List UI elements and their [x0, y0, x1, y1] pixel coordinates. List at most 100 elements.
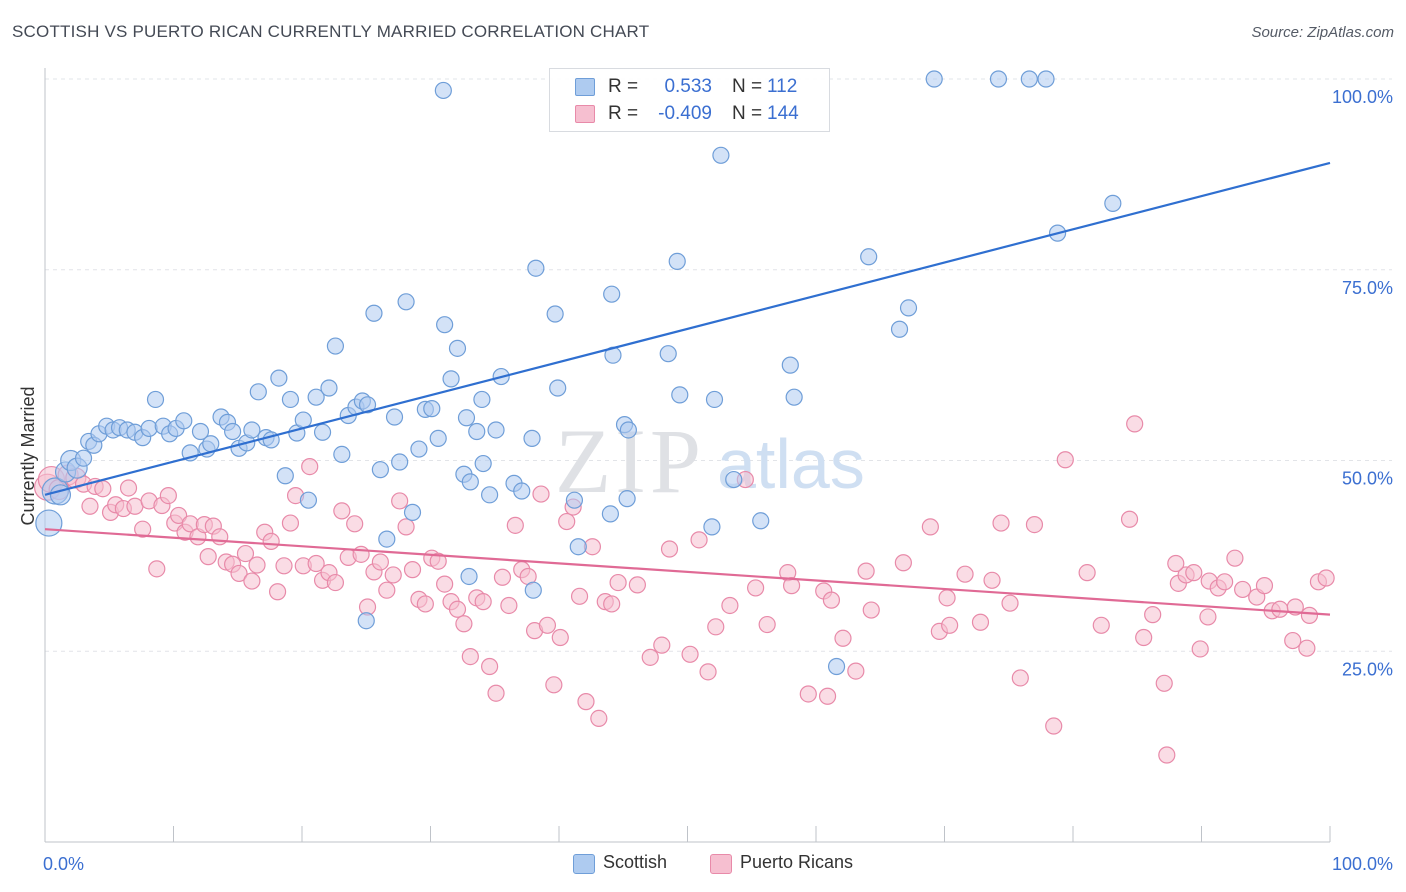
x-tick-label-min: 0.0%	[43, 854, 84, 874]
scottish-point	[1104, 194, 1122, 212]
scottish-point	[307, 388, 325, 406]
puerto-ricans-point	[436, 575, 454, 593]
scottish-point	[781, 356, 799, 374]
y-axis-label: Currently Married	[18, 386, 38, 525]
legend-n-label: N =	[732, 76, 763, 97]
puerto-ricans-points	[33, 415, 1335, 764]
puerto-ricans-point	[262, 532, 280, 550]
scottish-point	[442, 370, 460, 388]
scottish-point	[619, 421, 637, 439]
puerto-ricans-point	[230, 564, 248, 583]
legend-swatch-scottish	[575, 78, 595, 96]
puerto-ricans-point	[429, 552, 447, 570]
puerto-ricans-point	[699, 663, 717, 681]
scottish-point	[513, 482, 531, 500]
puerto-ricans-point	[378, 581, 396, 599]
puerto-ricans-point	[1155, 674, 1173, 692]
scottish-point	[448, 339, 467, 357]
scottish-point	[671, 386, 689, 404]
puerto-ricans-point	[81, 497, 99, 515]
puerto-ricans-point	[1317, 569, 1335, 587]
scottish-point	[473, 390, 491, 409]
source-note: Source: ZipAtlas.com	[1251, 24, 1394, 41]
puerto-ricans-point	[416, 595, 434, 613]
legend-row-scottish: R = 0.533 N = 112	[550, 73, 829, 99]
bottom-legend-label-scottish: Scottish	[603, 852, 668, 872]
puerto-ricans-point	[474, 593, 492, 611]
puerto-ricans-point	[346, 515, 364, 533]
puerto-ricans-point	[822, 591, 841, 609]
scottish-point	[140, 419, 158, 438]
puerto-ricans-point	[847, 662, 865, 680]
bottom-legend-swatch-scottish	[573, 854, 595, 874]
puerto-ricans-point	[1135, 628, 1153, 647]
legend-swatch-puerto-ricans	[575, 105, 595, 123]
watermark-atlas: atlas	[717, 425, 865, 503]
scottish-points	[35, 70, 1122, 676]
scottish-point	[460, 567, 478, 586]
scottish-point	[785, 388, 803, 406]
puerto-ricans-point	[94, 480, 112, 498]
puerto-ricans-point	[1226, 549, 1244, 567]
puerto-ricans-point	[301, 458, 319, 476]
y-tick-label: 25.0%	[1342, 659, 1393, 679]
puerto-ricans-point	[1092, 616, 1110, 634]
scottish-point	[313, 423, 332, 441]
puerto-ricans-point	[971, 613, 990, 631]
scottish-point	[468, 422, 486, 441]
puerto-ricans-point	[628, 576, 646, 594]
tick-labels: 25.0% 50.0% 75.0% 100.0% 0.0% 100.0%	[43, 87, 1393, 874]
scottish-point	[752, 512, 770, 530]
puerto-ricans-point	[243, 572, 261, 590]
scottish-point	[481, 486, 499, 504]
puerto-ricans-point	[1078, 564, 1096, 582]
chart-title: SCOTTISH VS PUERTO RICAN CURRENTLY MARRI…	[12, 22, 650, 41]
puerto-ricans-point	[307, 554, 325, 573]
puerto-ricans-point	[1056, 451, 1074, 469]
puerto-ricans-point	[487, 684, 505, 702]
puerto-ricans-point	[653, 636, 671, 654]
scottish-point	[35, 509, 63, 537]
puerto-ricans-point	[159, 486, 177, 505]
puerto-ricans-point	[1255, 577, 1274, 595]
puerto-ricans-point	[384, 566, 402, 584]
scottish-point	[461, 473, 479, 491]
puerto-ricans-point	[834, 629, 852, 647]
scottish-point	[890, 320, 909, 338]
scottish-point	[527, 259, 545, 277]
puerto-ricans-point	[921, 518, 939, 536]
legend-n-value: 112	[767, 76, 798, 97]
y-tick-label: 75.0%	[1342, 278, 1393, 298]
scottish-point	[365, 304, 383, 322]
scottish-point	[175, 412, 193, 430]
puerto-ricans-point	[1011, 669, 1029, 687]
scottish-point	[703, 518, 721, 536]
puerto-ricans-point	[1167, 554, 1185, 573]
puerto-ricans-point	[1185, 564, 1203, 582]
scottish-point	[49, 484, 72, 506]
x-tick-label-max: 100.0%	[1332, 854, 1393, 874]
scottish-point	[827, 657, 846, 676]
puerto-ricans-point	[545, 676, 563, 694]
scottish-point	[371, 461, 389, 479]
scottish-point	[202, 435, 220, 453]
scottish-point	[391, 453, 409, 471]
puerto-ricans-point	[941, 616, 959, 634]
legend-n-label: N =	[732, 103, 763, 124]
legend-r-value: -0.409	[658, 103, 712, 124]
puerto-ricans-point	[1001, 594, 1019, 612]
scottish-point	[725, 470, 743, 489]
puerto-ricans-point	[481, 657, 499, 676]
scottish-point	[860, 248, 878, 266]
scottish-point	[397, 293, 415, 311]
puerto-ricans-point	[1158, 746, 1176, 764]
legend-n-value: 144	[767, 103, 799, 124]
scottish-point	[378, 530, 396, 548]
puerto-ricans-point	[1199, 608, 1217, 626]
scottish-point	[74, 449, 93, 467]
puerto-ricans-point	[391, 492, 409, 510]
scottish-point	[1020, 70, 1038, 88]
puerto-ricans-point	[119, 479, 138, 497]
puerto-ricans-point	[199, 548, 217, 566]
